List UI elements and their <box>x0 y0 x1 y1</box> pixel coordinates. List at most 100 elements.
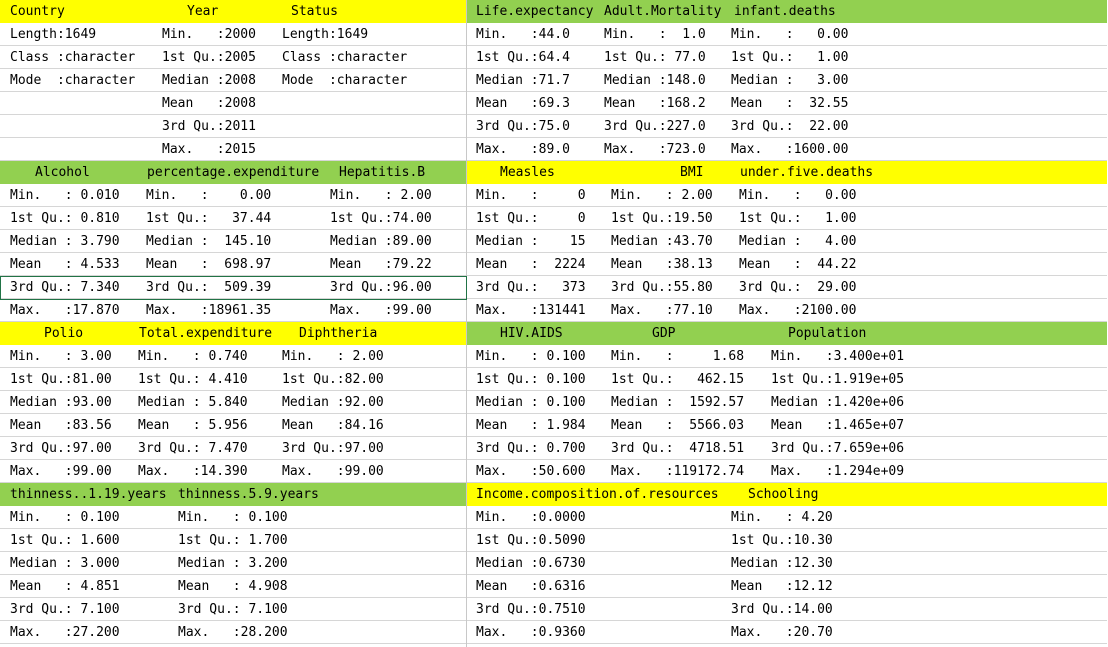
column-header[interactable]: BMI <box>680 165 704 180</box>
stat-cell[interactable]: Min. : 4.20 <box>731 510 833 525</box>
column-header[interactable]: Adult.Mortality <box>604 4 722 19</box>
stat-cell[interactable]: 1st Qu.:19.50 <box>611 211 713 226</box>
stat-cell[interactable]: 1st Qu.:81.00 <box>10 372 112 387</box>
header-row[interactable]: Income.composition.of.resources Schooling <box>467 483 1107 506</box>
stat-cell[interactable]: Median :43.70 <box>611 234 713 249</box>
stat-cell[interactable]: Min. :0.0000 <box>476 510 586 525</box>
stat-cell[interactable]: Max. :99.00 <box>282 464 384 479</box>
stat-cell[interactable]: Mean : 44.22 <box>739 257 857 272</box>
stat-row[interactable]: 3rd Qu.: 0.700 3rd Qu.: 4718.51 3rd Qu.:7.… <box>467 437 1107 460</box>
stat-cell[interactable]: Max. :50.600 <box>476 464 586 479</box>
stat-cell[interactable]: Median : 3.00 <box>731 73 849 88</box>
stat-cell[interactable]: 3rd Qu.: 7.340 <box>10 280 120 295</box>
stat-cell[interactable]: 1st Qu.: 462.15 <box>611 372 745 387</box>
stat-cell[interactable]: Mode :character <box>282 73 408 88</box>
stat-row[interactable]: Length:1649 Min. :2000 Length:1649 <box>0 23 466 46</box>
header-row[interactable]: HIV.AIDS GDP Population <box>467 322 1107 345</box>
stat-row[interactable]: Max. :27.200 Max. :28.200 <box>0 621 466 644</box>
stat-row[interactable]: Median :0.6730 Median :12.30 <box>467 552 1107 575</box>
stat-cell[interactable]: Min. :3.400e+01 <box>771 349 905 364</box>
stat-cell[interactable]: Min. : 1.68 <box>611 349 745 364</box>
stat-cell[interactable]: Min. :44.0 <box>476 27 570 42</box>
stat-row[interactable]: Min. :44.0 Min. : 1.0 Min. : 0.00 <box>467 23 1107 46</box>
stat-row[interactable]: 3rd Qu.:0.7510 3rd Qu.:14.00 <box>467 598 1107 621</box>
stat-row[interactable]: Mean :69.3 Mean :168.2 Mean : 32.55 <box>467 92 1107 115</box>
stat-cell[interactable]: 1st Qu.: 1.600 <box>10 533 120 548</box>
stat-cell[interactable]: Median :12.30 <box>731 556 833 571</box>
stat-cell[interactable]: Min. : 0.00 <box>739 188 857 203</box>
stat-cell[interactable]: 3rd Qu.:96.00 <box>330 280 432 295</box>
stat-row[interactable]: Mean :2008 <box>0 92 466 115</box>
stat-cell[interactable]: 3rd Qu.: 0.700 <box>476 441 586 456</box>
column-header[interactable]: thinness.5.9.years <box>178 487 319 502</box>
stat-row[interactable]: Max. :99.00 Max. :14.390 Max. :99.00 <box>0 460 466 483</box>
stat-row[interactable]: Class :character 1st Qu.:2005 Class :chara… <box>0 46 466 69</box>
stat-cell[interactable]: 3rd Qu.: 509.39 <box>146 280 272 295</box>
stat-cell[interactable]: Max. :2100.00 <box>739 303 857 318</box>
stat-cell[interactable]: Mean : 4.908 <box>178 579 288 594</box>
stat-cell[interactable]: 1st Qu.: 0.100 <box>476 372 586 387</box>
stat-cell[interactable]: Median : 5.840 <box>138 395 248 410</box>
stat-cell[interactable]: 3rd Qu.:75.0 <box>476 119 570 134</box>
stat-cell[interactable]: Median : 0.100 <box>476 395 586 410</box>
header-row[interactable]: Alcohol percentage.expenditure Hepatitis.B <box>0 161 466 184</box>
stat-cell[interactable]: 1st Qu.: 4.410 <box>138 372 248 387</box>
stat-cell[interactable]: 3rd Qu.: 7.470 <box>138 441 248 456</box>
stat-cell[interactable]: 1st Qu.:2005 <box>162 50 256 65</box>
column-header[interactable]: GDP <box>652 326 676 341</box>
stat-cell[interactable]: Length:1649 <box>282 27 369 42</box>
stat-cell[interactable]: Median :1.420e+06 <box>771 395 905 410</box>
stat-row[interactable]: Max. :2015 <box>0 138 466 161</box>
stat-row[interactable]: 1st Qu.:64.4 1st Qu.: 77.0 1st Qu.: 1.00 <box>467 46 1107 69</box>
stat-cell[interactable]: Median : 4.00 <box>739 234 857 249</box>
stat-cell[interactable]: Min. : 2.00 <box>282 349 384 364</box>
stat-row[interactable]: 1st Qu.:0.5090 1st Qu.:10.30 <box>467 529 1107 552</box>
stat-cell[interactable]: Min. : 0.100 <box>476 349 586 364</box>
stat-cell[interactable]: 3rd Qu.:97.00 <box>282 441 384 456</box>
column-header[interactable]: Population <box>788 326 867 341</box>
stat-cell[interactable]: Max. :2015 <box>162 142 256 157</box>
header-row[interactable]: Polio Total.expenditure Diphtheria <box>0 322 466 345</box>
stat-cell[interactable]: Median : 3.000 <box>10 556 120 571</box>
stat-cell[interactable]: 1st Qu.:64.4 <box>476 50 570 65</box>
stat-cell[interactable]: Mean :1.465e+07 <box>771 418 905 433</box>
column-header[interactable]: Total.expenditure <box>139 326 273 341</box>
stat-cell[interactable]: Mean : 1.984 <box>476 418 586 433</box>
stat-row[interactable]: Max. :89.0 Max. :723.0 Max. :1600.00 <box>467 138 1107 161</box>
stat-cell[interactable]: 1st Qu.:74.00 <box>330 211 432 226</box>
stat-cell[interactable]: 1st Qu.:1.919e+05 <box>771 372 905 387</box>
stat-cell[interactable]: Max. :20.70 <box>731 625 833 640</box>
stat-cell[interactable]: 1st Qu.:82.00 <box>282 372 384 387</box>
stat-row[interactable]: Min. :0.0000 Min. : 4.20 <box>467 506 1107 529</box>
stat-row[interactable]: 1st Qu.: 1.600 1st Qu.: 1.700 <box>0 529 466 552</box>
column-header[interactable]: Schooling <box>748 487 819 502</box>
stat-cell[interactable]: Min. : 3.00 <box>10 349 112 364</box>
stat-row[interactable]: 1st Qu.: 0.100 1st Qu.: 462.15 1st Qu.:1.9… <box>467 368 1107 391</box>
column-header[interactable]: Measles <box>500 165 555 180</box>
stat-cell[interactable]: Mean :2008 <box>162 96 256 111</box>
stat-row[interactable]: Median :71.7 Median :148.0 Median : 3.00 <box>467 69 1107 92</box>
stat-cell[interactable]: Median :92.00 <box>282 395 384 410</box>
column-header[interactable]: Life.expectancy <box>476 4 594 19</box>
stat-cell[interactable]: Median :93.00 <box>10 395 112 410</box>
stat-row[interactable]: Mean :0.6316 Mean :12.12 <box>467 575 1107 598</box>
stat-cell[interactable]: Min. :2000 <box>162 27 256 42</box>
stat-cell[interactable]: 3rd Qu.:97.00 <box>10 441 112 456</box>
column-header[interactable]: Status <box>291 4 338 19</box>
stat-cell[interactable]: Min. : 0.00 <box>146 188 272 203</box>
stat-row[interactable]: 3rd Qu.:2011 <box>0 115 466 138</box>
header-row[interactable]: Life.expectancy Adult.Mortality infant.dea… <box>467 0 1107 23</box>
stat-cell[interactable]: 1st Qu.: 1.00 <box>731 50 849 65</box>
stat-cell[interactable]: Length:1649 <box>10 27 97 42</box>
stat-row[interactable]: Mean : 4.851 Mean : 4.908 <box>0 575 466 598</box>
stat-row[interactable]: 1st Qu.: 0 1st Qu.:19.50 1st Qu.: 1.00 <box>467 207 1107 230</box>
column-header[interactable]: Diphtheria <box>299 326 378 341</box>
column-header[interactable]: thinness..1.19.years <box>10 487 167 502</box>
stat-cell[interactable]: Min. : 2.00 <box>611 188 713 203</box>
stat-cell[interactable]: 1st Qu.: 37.44 <box>146 211 272 226</box>
stat-cell[interactable]: Median :89.00 <box>330 234 432 249</box>
stat-cell[interactable]: 3rd Qu.: 7.100 <box>178 602 288 617</box>
stat-cell[interactable]: Mean : 5.956 <box>138 418 248 433</box>
stat-cell[interactable]: Min. : 0.00 <box>731 27 849 42</box>
stat-cell[interactable]: Max. :131441 <box>476 303 586 318</box>
